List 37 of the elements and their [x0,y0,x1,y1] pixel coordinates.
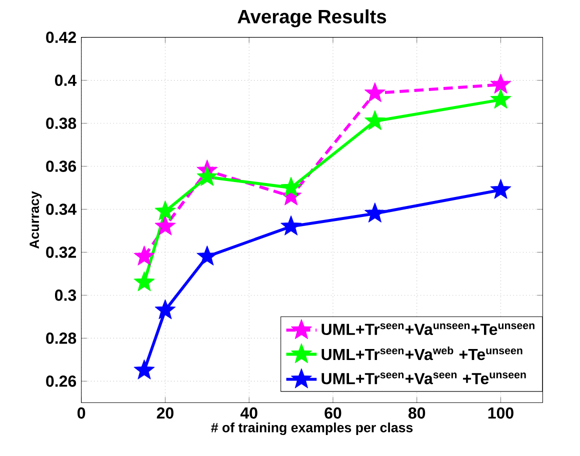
y-tick-label: 0.28 [46,332,76,344]
point [154,216,176,236]
y-tick-label: 0.32 [46,246,76,258]
legend-label: UML+Tr$^{seen}$+Va$^{unseen}$+Te$^{unseen}$ [322,323,534,336]
chart-title: Average Results [238,9,386,28]
x-tick-label: 80 [408,407,426,419]
point [134,359,155,380]
y-tick-label: 0.3 [55,290,76,301]
legend-label: UML+Tr$^{seen}$+Va$^{web}$ +Te$^{unseen}$ [322,346,522,360]
point [196,246,218,266]
x-tick-label: 0 [78,407,86,419]
x-axis-title: # of training examples per class [211,422,413,436]
point [280,216,302,236]
point [364,110,386,130]
point [490,178,512,199]
x-tick-label: 20 [156,407,174,419]
y-tick-label: 0.36 [46,160,76,172]
point [196,166,218,186]
point [490,88,512,109]
point [134,271,155,292]
point [364,202,386,222]
point [280,176,302,197]
y-tick-label: 0.26 [46,376,76,387]
point [364,82,386,102]
point [134,246,155,266]
point [154,299,176,320]
y-tick-label: 0.34 [46,204,77,215]
y-axis-title: Acurracy [30,191,42,249]
y-tick-label: 0.42 [46,32,76,43]
y-tick-label: 0.38 [46,118,76,129]
point [154,200,176,220]
legend-label: UML+Tr$^{seen}$+Va$^{seen}$ +Te$^{unseen}$ [322,372,526,384]
point [490,74,512,94]
x-tick-label: 40 [240,407,258,419]
x-tick-label: 100 [488,407,514,419]
y-tick-label: 0.4 [55,74,77,86]
x-tick-label: 60 [324,407,342,419]
